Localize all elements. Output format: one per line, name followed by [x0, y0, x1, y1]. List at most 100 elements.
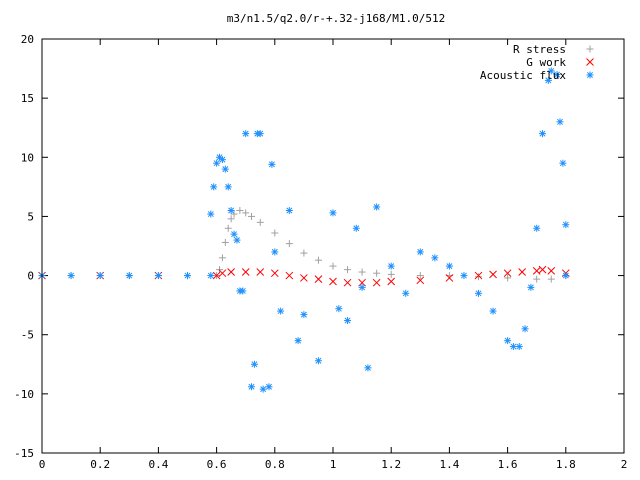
data-point	[221, 165, 229, 173]
data-point	[250, 360, 258, 368]
data-point	[218, 254, 226, 262]
data-point	[352, 224, 360, 232]
x-tick-label: 1.2	[381, 458, 401, 471]
data-point	[294, 337, 302, 345]
x-tick-label: 0.8	[265, 458, 285, 471]
data-point	[270, 269, 279, 278]
data-point	[300, 249, 308, 257]
data-point	[271, 229, 279, 237]
data-point	[210, 183, 218, 191]
data-point	[227, 268, 236, 276]
data-point	[416, 248, 424, 256]
data-point	[373, 269, 381, 277]
data-point	[556, 118, 564, 126]
data-point	[268, 160, 276, 168]
data-point	[547, 67, 555, 75]
data-point	[460, 272, 468, 280]
data-point	[256, 218, 264, 226]
data-point	[230, 210, 238, 218]
data-point	[256, 130, 264, 138]
data-point	[125, 272, 133, 280]
legend-label: Acoustic flux	[480, 69, 566, 82]
data-point	[527, 283, 535, 291]
x-tick-label: 0	[39, 458, 46, 471]
data-point	[233, 236, 241, 244]
x-tick-label: 0.6	[207, 458, 227, 471]
x-tick-label: 1.4	[439, 458, 459, 471]
data-point	[504, 274, 512, 282]
x-tick-label: 1.6	[498, 458, 518, 471]
data-point	[329, 277, 337, 286]
data-point	[218, 269, 227, 278]
data-point	[344, 317, 352, 325]
data-point	[416, 276, 425, 285]
data-point	[239, 287, 247, 295]
data-point	[358, 268, 366, 276]
data-point	[416, 272, 424, 280]
data-point	[184, 272, 191, 280]
data-point	[475, 273, 482, 281]
y-tick-label: 15	[21, 92, 34, 105]
legend-label: R stress	[513, 43, 566, 56]
legend-label: G work	[526, 56, 566, 69]
data-point	[212, 271, 221, 280]
data-point	[474, 271, 483, 280]
data-point	[236, 207, 244, 215]
data-point	[285, 271, 294, 280]
data-point	[504, 337, 512, 345]
data-point	[248, 212, 256, 220]
y-tick-label: -15	[14, 447, 34, 460]
data-point	[241, 268, 250, 276]
data-point	[96, 272, 104, 280]
data-point	[344, 266, 352, 274]
x-tick-label: 1.8	[556, 458, 576, 471]
data-point	[207, 272, 215, 280]
data-point	[224, 183, 232, 191]
data-point	[489, 270, 497, 279]
data-point	[230, 230, 238, 238]
data-point	[547, 266, 556, 275]
data-point	[329, 209, 337, 217]
data-point	[518, 268, 527, 276]
data-point	[503, 269, 512, 278]
data-point	[475, 289, 482, 297]
data-point	[445, 274, 454, 282]
y-tick-label: -10	[14, 388, 34, 401]
data-point	[387, 262, 395, 270]
series-acoustic-flux	[38, 67, 570, 393]
data-point	[372, 278, 381, 287]
data-point	[224, 224, 232, 232]
data-point	[343, 278, 352, 287]
series-g-work	[38, 265, 570, 287]
data-point	[227, 215, 235, 223]
data-point	[515, 343, 523, 351]
data-point	[364, 364, 372, 372]
data-point	[532, 266, 541, 275]
data-point	[213, 159, 221, 167]
data-point	[271, 248, 279, 256]
legend-marker	[586, 71, 594, 79]
data-point	[314, 357, 322, 365]
data-point	[335, 305, 343, 313]
y-tick-label: 20	[21, 33, 34, 46]
y-tick-label: 10	[21, 151, 34, 164]
data-point	[256, 268, 265, 276]
data-point	[314, 256, 322, 264]
data-point	[533, 224, 541, 232]
data-point	[265, 383, 273, 391]
data-point	[553, 70, 561, 78]
x-tick-label: 1	[330, 458, 337, 471]
data-point	[562, 272, 570, 280]
y-tick-label: 0	[27, 270, 34, 283]
legend-marker	[586, 45, 594, 53]
data-point	[431, 254, 439, 262]
data-point	[285, 207, 293, 215]
data-point	[521, 325, 529, 333]
data-point	[387, 277, 396, 286]
legend-marker	[586, 58, 594, 66]
data-point	[559, 159, 567, 167]
data-point	[242, 130, 250, 138]
data-point	[544, 76, 552, 84]
data-point	[533, 275, 541, 283]
